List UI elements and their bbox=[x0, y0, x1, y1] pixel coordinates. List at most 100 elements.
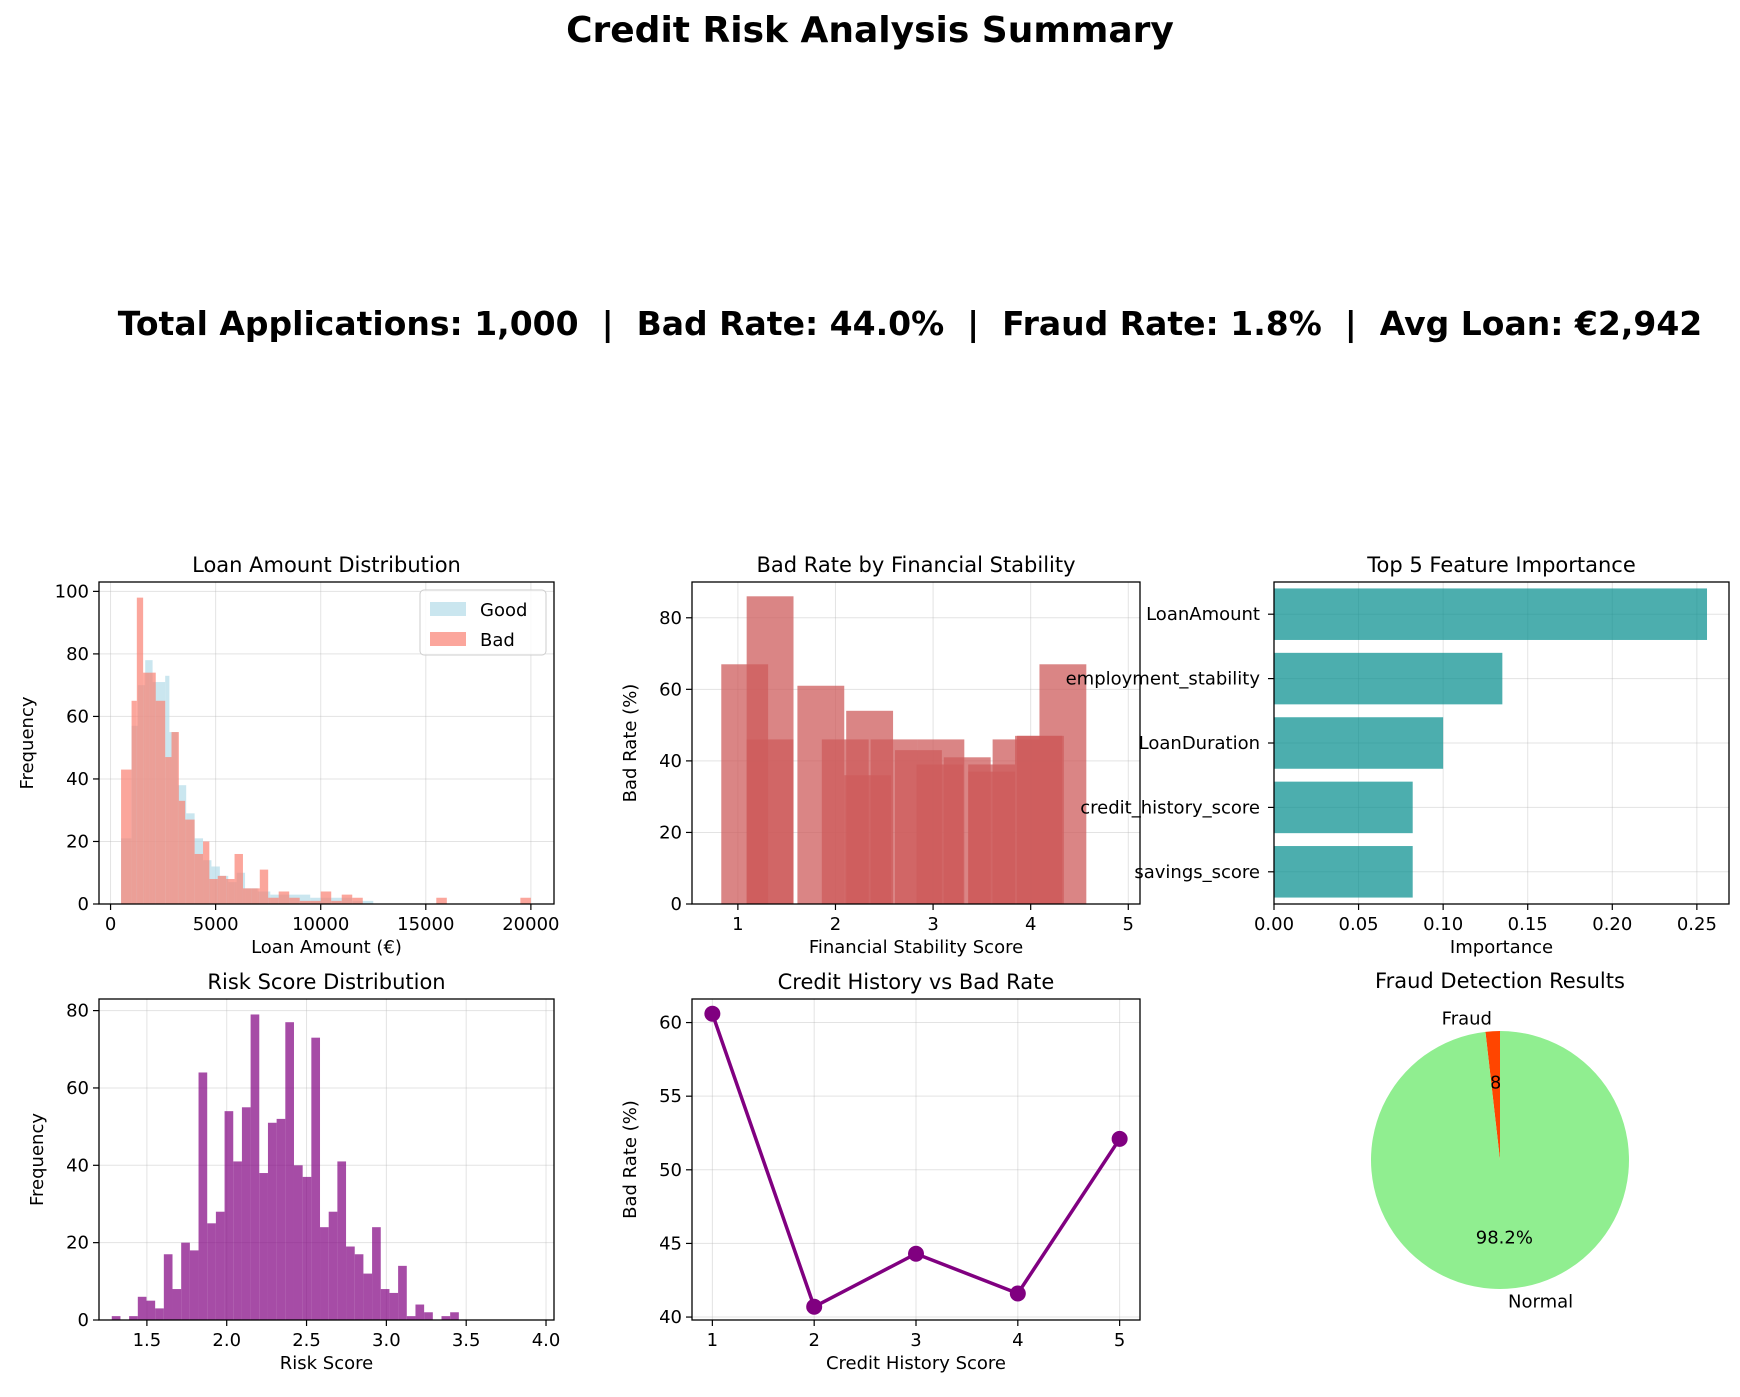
chart-title: Credit History vs Bad Rate bbox=[778, 970, 1055, 994]
feature-bar bbox=[1274, 846, 1413, 898]
pie-label: Fraud bbox=[1442, 1008, 1492, 1029]
y-axis-label: Bad Rate (%) bbox=[620, 1100, 641, 1219]
y-tick-label: 60 bbox=[659, 679, 682, 700]
histogram-bar bbox=[155, 1308, 164, 1320]
y-tick-label: 80 bbox=[659, 608, 682, 629]
feature-bar bbox=[1274, 717, 1444, 769]
axes-frame bbox=[1273, 581, 1730, 905]
data-point bbox=[1009, 1285, 1026, 1302]
chart-risk: 1.5 2.0 2.5 3.0 3.5 4.0 0 20 40 60 80 Risk Score Di… bbox=[27, 970, 560, 1374]
histogram-bar-bad bbox=[149, 672, 156, 904]
feature-label: employment_stability bbox=[1066, 669, 1261, 690]
histogram-bar-bad bbox=[143, 672, 150, 904]
histogram-bar-bad bbox=[209, 878, 218, 904]
histogram-bar-bad bbox=[194, 853, 204, 904]
histogram-bar bbox=[146, 1300, 156, 1320]
histogram-bar bbox=[424, 1312, 433, 1320]
histogram-bar-bad bbox=[278, 891, 290, 904]
y-axis-label: Frequency bbox=[27, 1113, 48, 1206]
histogram-bar bbox=[137, 1296, 147, 1320]
x-axis-label: Risk Score bbox=[280, 1353, 373, 1374]
y-tick-label: 80 bbox=[66, 1001, 89, 1022]
feature-bar bbox=[1274, 781, 1413, 834]
x-tick-label: 5 bbox=[1114, 1330, 1125, 1351]
histogram-bar bbox=[181, 1242, 190, 1320]
x-tick-label: 5 bbox=[1123, 914, 1134, 935]
figure-title: Credit Risk Analysis Summary bbox=[566, 10, 1174, 51]
histogram-bar bbox=[415, 1304, 425, 1320]
histogram-bar-bad bbox=[331, 900, 342, 904]
x-tick-label: 5000 bbox=[193, 914, 239, 935]
histogram-bar bbox=[337, 1161, 347, 1320]
x-tick-label: 4.0 bbox=[532, 1330, 561, 1351]
x-tick-label: 2 bbox=[830, 914, 841, 935]
chart-title: Top 5 Feature Importance bbox=[1366, 553, 1636, 577]
histogram-bar bbox=[207, 1223, 216, 1320]
histogram-bar-bad bbox=[289, 897, 300, 904]
histogram-bar-bad bbox=[178, 800, 186, 904]
chart-stab: 1 2 3 4 5 0 20 40 60 80 Bad Rate by Financial Stab… bbox=[620, 553, 1141, 958]
histogram-bar bbox=[172, 1289, 182, 1320]
histogram-bar-bad bbox=[131, 700, 137, 904]
y-tick-label: 20 bbox=[659, 822, 682, 843]
histogram-bar bbox=[406, 1316, 416, 1320]
x-tick-label: 0.10 bbox=[1423, 914, 1463, 935]
y-tick-label: 40 bbox=[659, 1307, 682, 1328]
y-tick-label: 60 bbox=[66, 1078, 89, 1099]
summary-text: Total Applications: 1,000 | Bad Rate: 44… bbox=[118, 304, 1703, 343]
histogram-bar bbox=[233, 1161, 242, 1320]
x-tick-label: 3 bbox=[927, 914, 938, 935]
chart-feat: 0.00 0.05 0.10 0.15 0.20 0.25 LoanAmount employ… bbox=[1066, 553, 1730, 958]
histogram-bar bbox=[363, 1273, 373, 1320]
histogram-bar-bad bbox=[259, 869, 269, 904]
x-tick-label: 4 bbox=[1012, 1330, 1023, 1351]
x-tick-label: 0.15 bbox=[1508, 914, 1548, 935]
histogram-bar-bad bbox=[121, 769, 132, 904]
x-tick-label: 2.0 bbox=[212, 1330, 241, 1351]
histogram-bar bbox=[354, 1254, 364, 1320]
y-tick-label: 20 bbox=[66, 831, 89, 852]
feature-label: savings_score bbox=[1134, 862, 1260, 883]
x-tick-label: 0.00 bbox=[1254, 914, 1294, 935]
histogram-bar bbox=[293, 1165, 303, 1320]
x-axis-label: Financial Stability Score bbox=[809, 937, 1023, 958]
histogram-bar bbox=[259, 1173, 268, 1320]
chart-loan: 0 5000 10000 15000 20000 0 20 40 60 80 100 Loan Amo… bbox=[17, 553, 560, 958]
y-tick-label: 100 bbox=[55, 581, 89, 602]
x-tick-label: 2.5 bbox=[292, 1330, 321, 1351]
data-point bbox=[908, 1245, 924, 1262]
x-tick-label: 3.5 bbox=[452, 1330, 481, 1351]
x-tick-label: 3 bbox=[910, 1330, 921, 1351]
feature-label: LoanDuration bbox=[1139, 733, 1260, 754]
bar bbox=[746, 596, 794, 904]
y-tick-label: 20 bbox=[66, 1233, 89, 1254]
histogram-bar-bad bbox=[165, 757, 172, 904]
y-tick-label: 50 bbox=[659, 1160, 682, 1181]
chart-title: Fraud Detection Results bbox=[1375, 969, 1625, 993]
y-tick-label: 55 bbox=[659, 1086, 682, 1107]
pie-slice-fraud bbox=[1485, 1031, 1500, 1160]
y-tick-label: 60 bbox=[659, 1013, 682, 1034]
histogram-bar-bad bbox=[226, 878, 235, 904]
histogram-bar-bad bbox=[352, 897, 363, 904]
histogram-bar bbox=[189, 1250, 199, 1320]
histogram-bar bbox=[276, 1118, 286, 1320]
histogram-bar-bad bbox=[320, 891, 332, 904]
feature-bar bbox=[1274, 588, 1708, 640]
histogram-bar bbox=[224, 1111, 234, 1320]
histogram-bar-bad bbox=[185, 819, 195, 904]
histogram-bar bbox=[441, 1316, 451, 1320]
x-tick-label: 2 bbox=[808, 1330, 819, 1351]
histogram-bar bbox=[398, 1265, 407, 1320]
histogram-bar bbox=[129, 1316, 138, 1320]
histogram-bar bbox=[241, 1107, 251, 1320]
x-tick-label: 0.05 bbox=[1339, 914, 1379, 935]
x-tick-label: 15000 bbox=[397, 914, 454, 935]
y-tick-label: 45 bbox=[659, 1233, 682, 1254]
axes-frame bbox=[691, 998, 1141, 1321]
histogram-bar-bad bbox=[520, 897, 531, 904]
data-point bbox=[806, 1298, 823, 1315]
